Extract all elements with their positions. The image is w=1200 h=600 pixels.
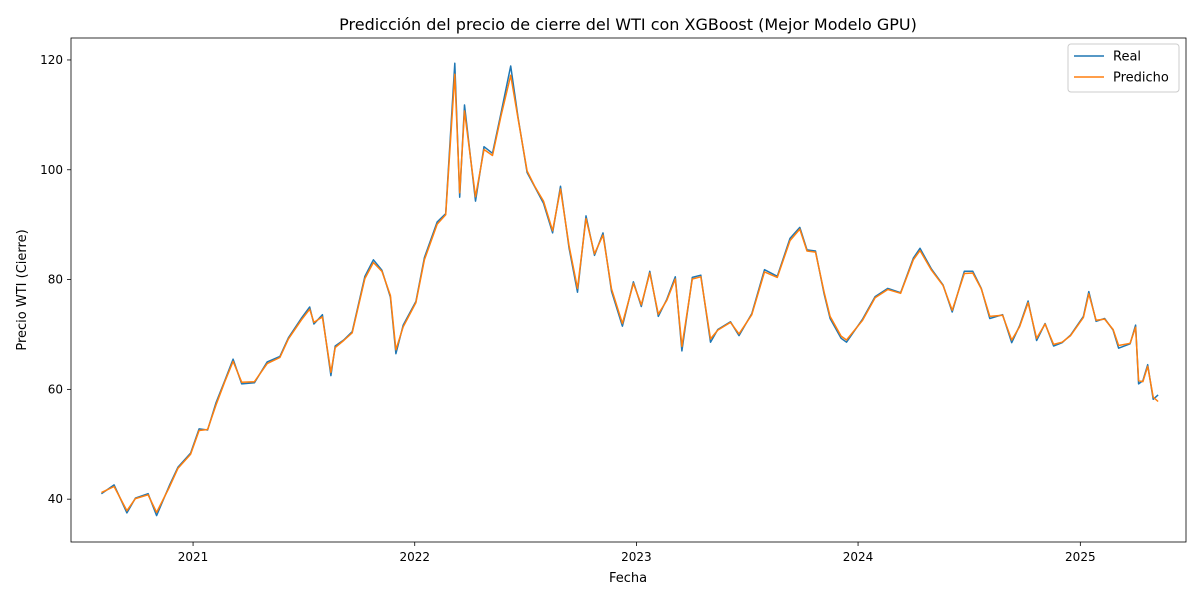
legend-label-predicho: Predicho [1113,71,1169,86]
x-tick-label: 2025 [1065,550,1096,564]
x-tick-label: 2023 [621,550,652,564]
legend-label-real: Real [1113,50,1141,65]
y-tick-label: 60 [48,382,63,396]
x-axis-label: Fecha [609,571,647,586]
x-axis-ticks: 2021 2022 2023 2024 2025 [178,542,1096,564]
y-tick-label: 120 [40,53,63,67]
x-tick-label: 2024 [843,550,874,564]
series-layer [100,62,1159,517]
x-tick-label: 2022 [399,550,430,564]
y-tick-label: 100 [40,163,63,177]
y-axis-ticks: 40 60 80 100 120 [40,53,71,506]
y-tick-label: 40 [48,492,63,506]
plot-frame [70,37,1187,543]
legend: Real Predicho [1067,43,1180,93]
y-tick-label: 80 [48,273,63,287]
y-axis-label: Precio WTI (Cierre) [15,229,30,350]
chart-title: Predicción del precio de cierre del WTI … [339,15,917,34]
x-tick-label: 2021 [178,550,209,564]
series-line-predicho [101,73,1159,514]
series-line-real [100,62,1159,517]
